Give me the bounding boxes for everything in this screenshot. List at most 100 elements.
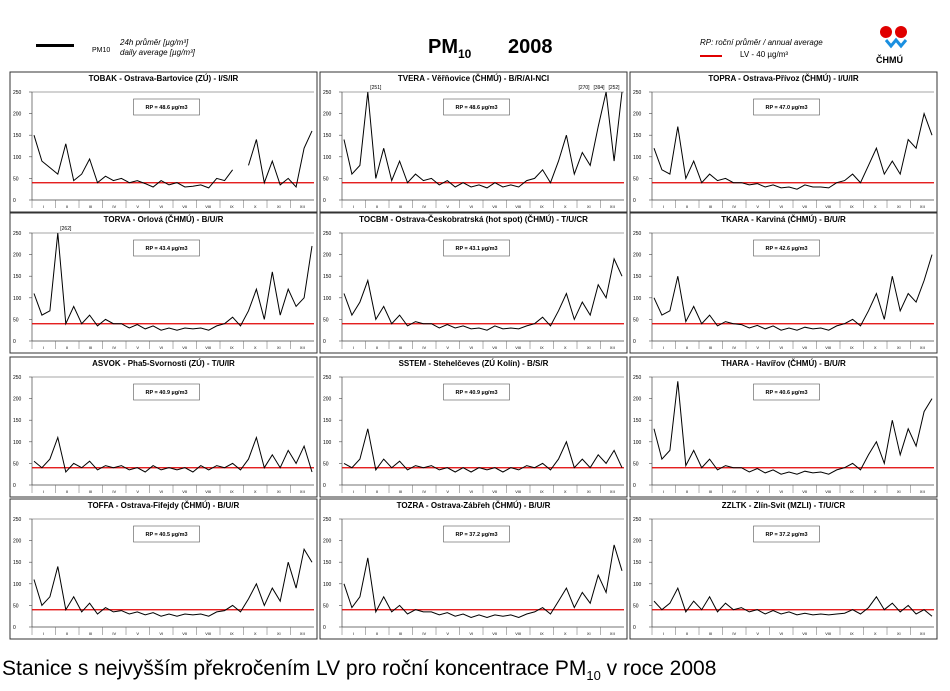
chart-panel: ZZLTK - Zlín-Svit (MZLI) - T/U/CR 0 50 100 1…: [629, 498, 938, 640]
month-label: XI: [897, 631, 901, 636]
y-tick-label: 0: [323, 625, 326, 631]
month-label: IX: [540, 631, 544, 636]
chart-panel: ASVOK - Pha5-Svornosti (ZÚ) - T/U/IR 0 50 1…: [9, 356, 318, 498]
y-tick-label: 50: [633, 317, 639, 323]
month-label: III: [89, 345, 92, 350]
month-label: VI: [159, 489, 163, 494]
y-tick-label: 100: [633, 296, 642, 302]
month-label: VIII: [515, 631, 521, 636]
y-tick-label: 50: [323, 461, 329, 467]
y-tick-label: 250: [633, 90, 642, 96]
month-label: V: [446, 345, 449, 350]
pm10-series-line: [33, 130, 313, 189]
month-label: XII: [920, 631, 925, 636]
chart-title: TVERA - Věřňovice (ČHMÚ) - B/R/AI-NCI: [398, 74, 549, 83]
y-tick-label: 150: [633, 274, 642, 280]
y-tick-label: 0: [633, 339, 636, 345]
peak-annotation: [270]: [578, 85, 590, 91]
rp-label: RP = 42.6 µg/m3: [765, 246, 807, 252]
month-label: III: [709, 489, 712, 494]
y-tick-label: 0: [323, 198, 326, 204]
chart-panel: TOFFA - Ostrava-Fifejdy (ČHMÚ) - B/U/R 0 5…: [9, 498, 318, 640]
month-label: VII: [492, 345, 497, 350]
rp-label: RP = 37.2 µg/m3: [455, 532, 497, 538]
y-tick-label: 150: [323, 133, 332, 139]
month-label: II: [66, 631, 68, 636]
month-label: VI: [159, 204, 163, 209]
panel-frame: [9, 498, 318, 640]
caption-text: Stanice s nejvyšším překročením LV pro r…: [2, 657, 587, 680]
chart-panel: TORVA - Orlová (ČHMÚ) - B/U/R 0 50 100 150 20…: [9, 212, 318, 354]
chart-title: TOZRA - Ostrava-Zábřeh (ČHMÚ) - B/U/R: [397, 501, 551, 510]
month-label: XI: [587, 631, 591, 636]
month-label: II: [686, 631, 688, 636]
pm10-series-line: [653, 111, 933, 190]
chart-panel: TOPRA - Ostrava-Přívoz (ČHMÚ) - I/U/IR 0 5…: [629, 71, 938, 213]
month-label: VI: [779, 345, 783, 350]
rp-label: RP = 48.6 µg/m3: [455, 105, 497, 111]
chart-title: THARA - Havířov (ČHMÚ) - B/U/R: [721, 359, 846, 368]
month-label: VII: [802, 345, 807, 350]
pm10-series-line: [653, 254, 933, 331]
y-tick-label: 150: [13, 418, 22, 424]
month-label: XII: [610, 631, 615, 636]
y-tick-label: 0: [633, 625, 636, 631]
month-label: V: [136, 631, 139, 636]
month-label: IV: [112, 345, 116, 350]
logo-text: ČHMÚ: [876, 55, 903, 65]
y-tick-label: 100: [323, 155, 332, 161]
y-tick-label: 100: [323, 582, 332, 588]
year-label: 2008: [508, 36, 553, 58]
month-label: VI: [779, 631, 783, 636]
month-label: IX: [230, 204, 234, 209]
month-label: VI: [159, 345, 163, 350]
y-tick-label: 100: [13, 582, 22, 588]
y-tick-label: 0: [13, 198, 16, 204]
month-label: IX: [230, 489, 234, 494]
y-tick-label: 200: [13, 539, 22, 545]
rp-box: [443, 98, 510, 116]
month-label: III: [89, 489, 92, 494]
month-label: X: [254, 489, 257, 494]
chart-title: ASVOK - Pha5-Svornosti (ZÚ) - T/U/IR: [92, 359, 235, 368]
month-label: XI: [587, 489, 591, 494]
panel-frame: [629, 498, 938, 640]
month-label: I: [43, 489, 44, 494]
month-label: VII: [492, 489, 497, 494]
rp-label: RP = 40.6 µg/m3: [765, 390, 807, 396]
month-label: V: [136, 345, 139, 350]
rp-label: RP = 43.1 µg/m3: [455, 246, 497, 252]
y-tick-label: 0: [633, 198, 636, 204]
month-label: VI: [779, 489, 783, 494]
chart-title: TORVA - Orlová (ČHMÚ) - B/U/R: [104, 215, 224, 224]
month-label: I: [353, 204, 354, 209]
y-tick-label: 250: [323, 375, 332, 381]
month-label: III: [709, 345, 712, 350]
month-label: XI: [587, 345, 591, 350]
month-label: IX: [540, 204, 544, 209]
page-title: PM10: [428, 36, 471, 61]
peak-annotation: [394]: [593, 85, 605, 91]
pm10-series-line: [33, 232, 313, 331]
month-label: VIII: [825, 631, 831, 636]
month-label: X: [254, 345, 257, 350]
month-label: III: [89, 204, 92, 209]
panel-frame: [319, 498, 628, 640]
month-label: III: [709, 631, 712, 636]
rp-box: [443, 239, 510, 257]
month-label: III: [399, 204, 402, 209]
y-tick-label: 50: [13, 317, 19, 323]
panel-frame: [319, 212, 628, 354]
header: PM10 24h průměr [µg/m³] daily average [µ…: [0, 0, 950, 70]
month-label: XII: [300, 631, 305, 636]
month-label: XI: [897, 345, 901, 350]
y-tick-label: 250: [323, 231, 332, 237]
chart-title: TOBAK - Ostrava-Bartovice (ZÚ) - I/S/IR: [89, 74, 239, 83]
month-label: IV: [732, 631, 736, 636]
y-tick-label: 200: [633, 112, 642, 118]
month-label: II: [686, 204, 688, 209]
rp-legend: RP: roční průměr / annual average: [700, 38, 823, 47]
chart-panel: TOCBM - Ostrava-Českobratrská (hot spot)…: [319, 212, 628, 354]
month-label: I: [353, 489, 354, 494]
month-label: XI: [277, 631, 281, 636]
